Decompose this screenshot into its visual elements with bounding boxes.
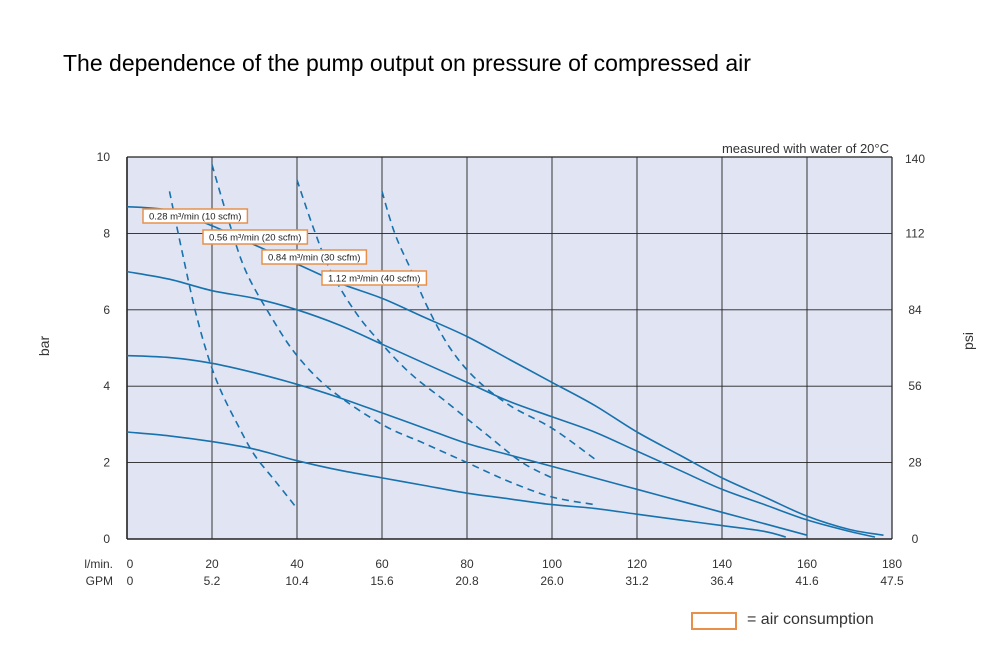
y-tick-psi-28: 28: [908, 456, 922, 470]
measured-note: measured with water of 20°C: [722, 141, 889, 156]
grid-lines: [126, 156, 893, 540]
x-tick-gpm-47.5: 47.5: [880, 574, 904, 588]
curve-labels: 0.28 m³/min (10 scfm) 0.56 m³/min (20 scf…: [142, 208, 428, 286]
x-tick-gpm-10.4: 10.4: [285, 574, 309, 588]
air-consumption-label-box: [321, 270, 428, 286]
x-tick-lmin-160: 160: [797, 557, 817, 571]
y-tick-psi-140: 140: [905, 152, 925, 166]
x-tick-lmin-40: 40: [290, 557, 304, 571]
x-tick-gpm-26.0: 26.0: [540, 574, 564, 588]
air-consumption-label-box: [142, 208, 249, 224]
y-axis-label-psi: psi: [960, 332, 976, 350]
x-tick-lmin-0: 0: [127, 557, 134, 571]
chart-title: The dependence of the pump output on pre…: [63, 50, 751, 76]
x-tick-gpm-15.6: 15.6: [370, 574, 394, 588]
air-consumption-label-text: 0.28 m³/min (10 scfm): [149, 212, 241, 223]
x-axis-label-gpm: GPM: [86, 574, 113, 588]
y-tick-bar-6: 6: [103, 303, 110, 317]
output-curve-3: [126, 354, 808, 536]
air-consumption-curve-1: [168, 191, 298, 509]
air-consumption-label-box: [202, 229, 309, 245]
y-tick-psi-56: 56: [908, 379, 922, 393]
air-consumption-label-4: 1.12 m³/min (40 scfm): [321, 270, 428, 286]
air-consumption-label-2: 0.56 m³/min (20 scfm): [202, 229, 309, 245]
x-tick-lmin-120: 120: [627, 557, 647, 571]
y-tick-bar-10: 10: [97, 150, 111, 164]
y-tick-psi-0: 0: [912, 532, 919, 546]
x-tick-lmin-20: 20: [205, 557, 219, 571]
x-tick-lmin-180: 180: [882, 557, 902, 571]
y-tick-bar-4: 4: [103, 379, 110, 393]
x-tick-lmin-80: 80: [460, 557, 474, 571]
air-consumption-label-text: 1.12 m³/min (40 scfm): [328, 274, 420, 285]
output-curve-1: [126, 205, 884, 536]
air-consumption-label-box: [261, 249, 368, 265]
x-tick-gpm-5.2: 5.2: [204, 574, 221, 588]
x-tick-lmin-60: 60: [375, 557, 389, 571]
y-tick-bar-0: 0: [103, 532, 110, 546]
x-axis-label-lmin: l/min.: [84, 557, 113, 571]
y-tick-bar-8: 8: [103, 226, 110, 240]
tick-labels: 0 0 2 28 4 56 6 84 8 112 10 140 0 0 20 5.2 40 10.4 60 15.6 8…: [97, 150, 926, 588]
y-axis-label-bar: bar: [36, 336, 52, 357]
air-consumption-label-3: 0.84 m³/min (30 scfm): [261, 249, 368, 265]
x-tick-gpm-31.2: 31.2: [625, 574, 649, 588]
plot-area: [127, 157, 892, 539]
y-tick-psi-84: 84: [908, 303, 922, 317]
x-tick-gpm-0: 0: [127, 574, 134, 588]
legend-label: = air consumption: [747, 611, 874, 628]
air-consumption-label-text: 0.56 m³/min (20 scfm): [209, 233, 301, 244]
air-consumption-label-text: 0.84 m³/min (30 scfm): [268, 253, 360, 264]
air-consumption-curve-4: [381, 191, 595, 460]
air-consumption-label-1: 0.28 m³/min (10 scfm): [142, 208, 249, 224]
y-tick-psi-112: 112: [905, 226, 924, 240]
air-consumption-curve-2: [211, 164, 595, 506]
x-tick-lmin-100: 100: [542, 557, 562, 571]
legend-swatch: [691, 612, 737, 630]
x-tick-gpm-41.6: 41.6: [795, 574, 819, 588]
x-tick-gpm-20.8: 20.8: [455, 574, 479, 588]
x-tick-lmin-140: 140: [712, 557, 732, 571]
y-tick-bar-2: 2: [103, 456, 110, 470]
x-tick-gpm-36.4: 36.4: [710, 574, 734, 588]
output-curve-2: [126, 270, 876, 538]
output-curve-4: [126, 431, 787, 538]
